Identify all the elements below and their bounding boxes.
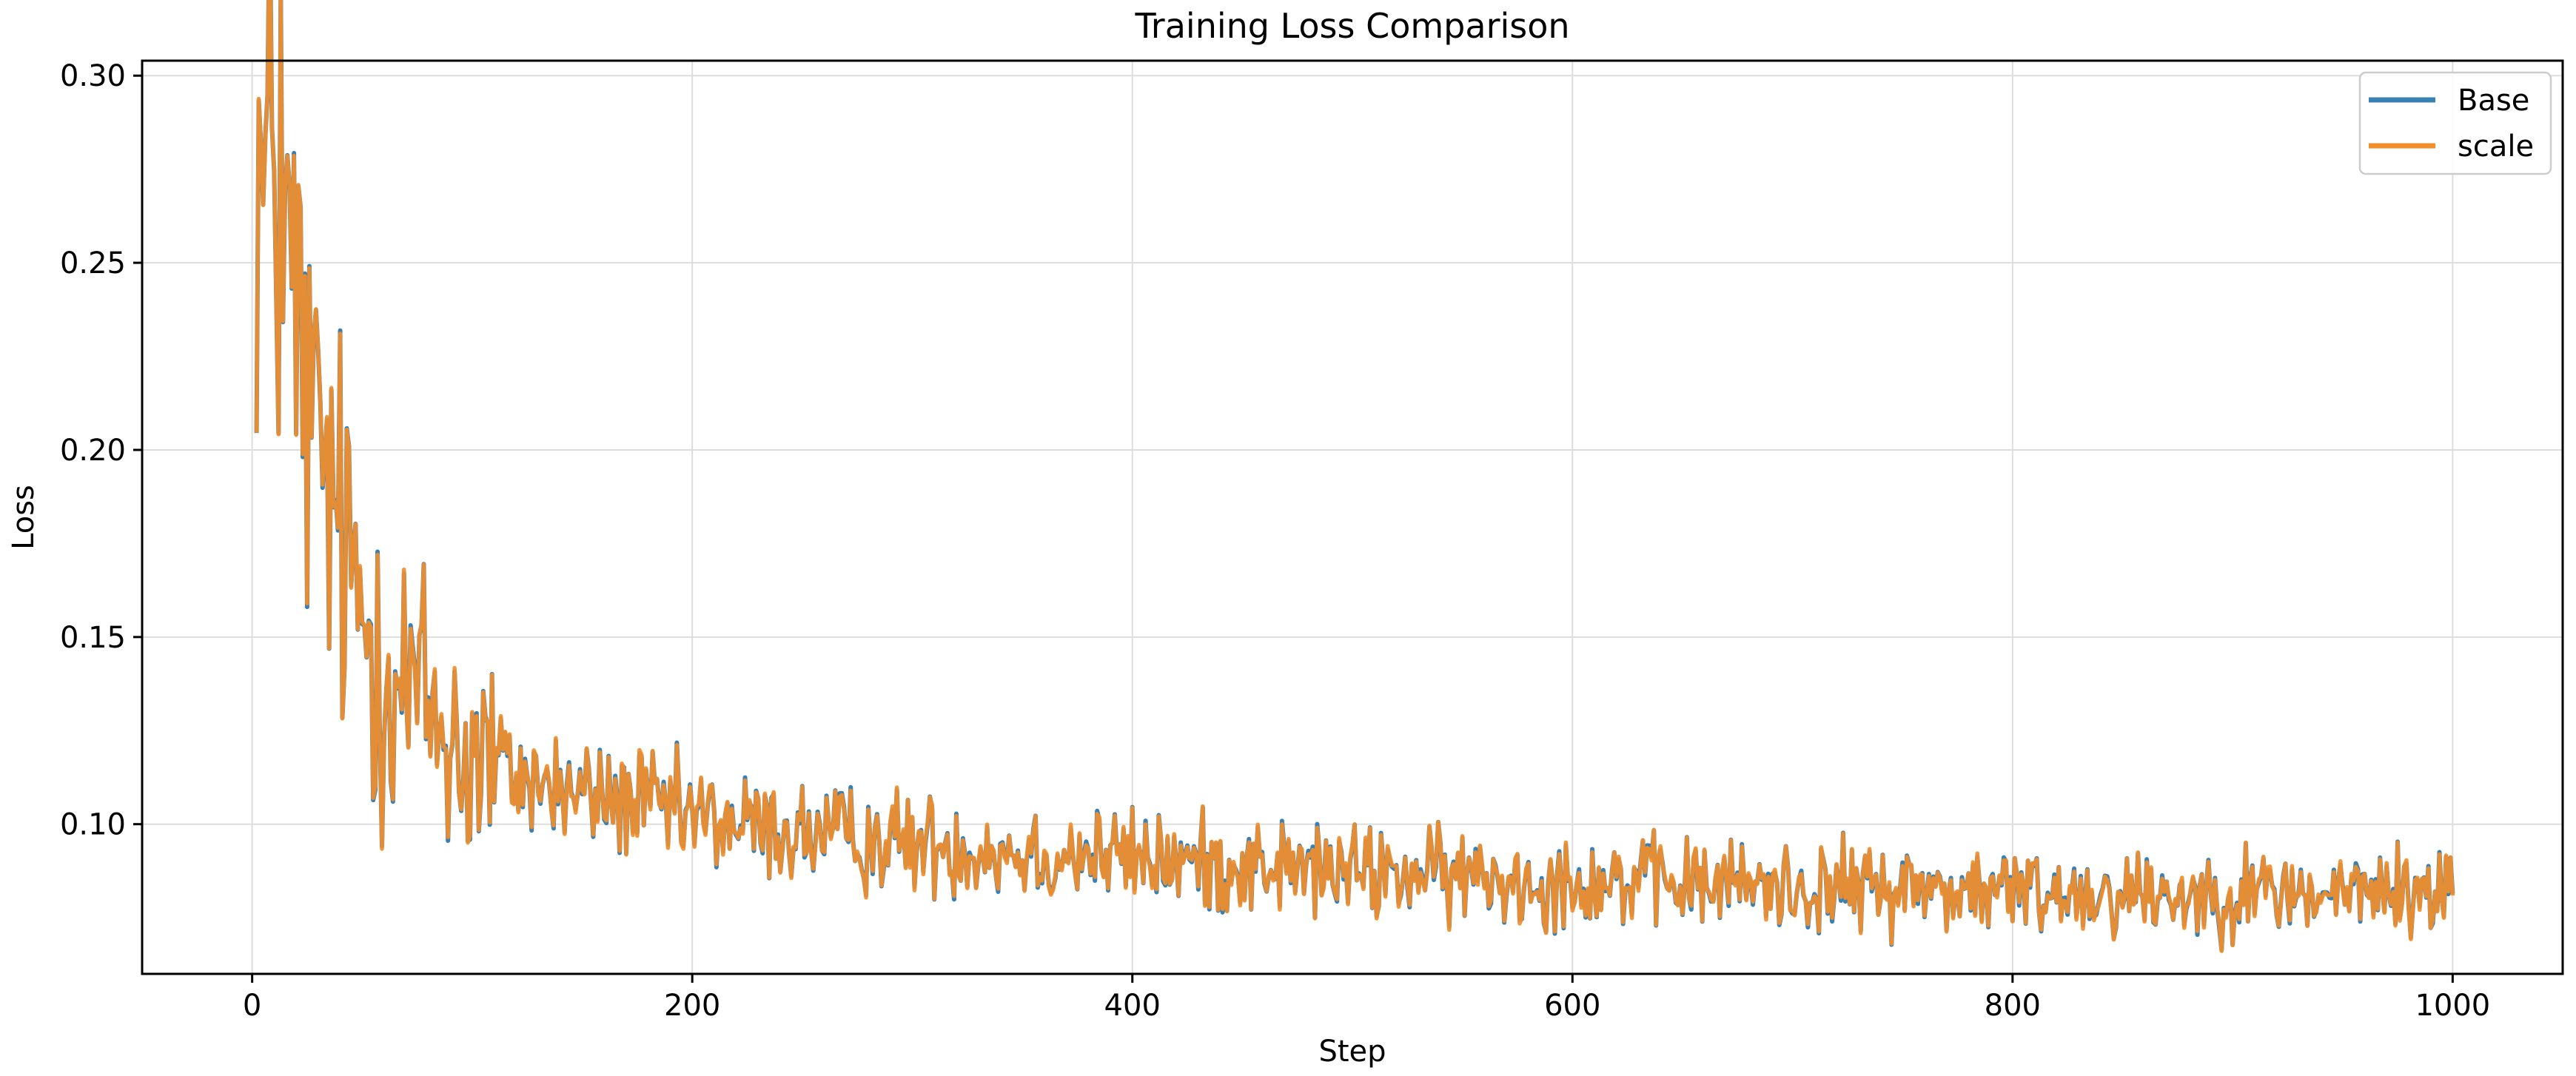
y-tick-label: 0.15 <box>60 621 126 655</box>
x-tick-label: 800 <box>1985 989 2041 1023</box>
y-tick-label: 0.10 <box>60 808 126 842</box>
legend: Base scale <box>2358 71 2552 175</box>
grid-lines <box>142 61 2563 974</box>
axis-ticks: 0 200 400 600 800 1000 0.10 0.15 0.20 0.25 0.30 <box>60 59 2490 1023</box>
x-tick-label: 400 <box>1104 989 1161 1023</box>
plot-lines <box>254 0 2455 953</box>
legend-label-scale: scale <box>2458 130 2534 164</box>
axes-frame <box>141 59 2564 975</box>
y-tick-label: 0.25 <box>60 246 126 280</box>
legend-label-base: Base <box>2458 84 2529 118</box>
y-tick-label: 0.30 <box>60 59 126 93</box>
x-tick-label: 0 <box>243 989 261 1023</box>
y-tick-label: 0.20 <box>60 434 126 468</box>
series-line-scale <box>254 0 2455 953</box>
x-tick-label: 1000 <box>2415 989 2490 1023</box>
chart-title: Training Loss Comparison <box>1134 6 1569 46</box>
x-tick-label: 200 <box>664 989 720 1023</box>
x-tick-label: 600 <box>1544 989 1600 1023</box>
x-axis-label: Step <box>1318 1035 1386 1069</box>
y-axis-label: Loss <box>7 485 41 550</box>
